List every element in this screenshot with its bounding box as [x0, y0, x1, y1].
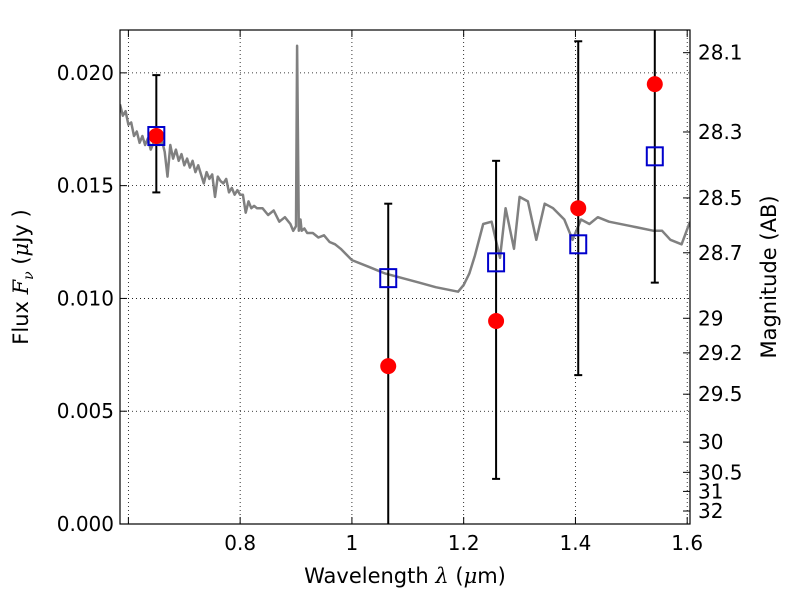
y2-tick-label: 29.5 [698, 382, 743, 406]
x-tick-label: 1.2 [448, 531, 480, 555]
model-spectrum-line [120, 44, 690, 293]
y2-tick-label: 31 [698, 479, 723, 503]
y2-tick-label: 30.5 [698, 460, 743, 484]
x-tick-label: 1.6 [671, 531, 703, 555]
x-tick-label: 1 [346, 531, 359, 555]
y-axis-label: Flux Fν (μJy ) [9, 209, 37, 344]
axes: 0.8 1 1.2 1.4 1.6 0.000 0.005 0.010 0.015 0.020 28… [57, 30, 743, 555]
observed-flux-point [488, 312, 505, 329]
observed-flux-point [148, 128, 165, 145]
y-tick-label: 0.010 [57, 286, 114, 310]
y2-tick-label: 28.7 [698, 241, 743, 265]
model-flux-square [487, 252, 506, 273]
observed-flux-point [570, 200, 587, 217]
data-layer [120, 30, 690, 524]
y2-axis-label: Magnitude (AB) [757, 195, 781, 358]
y2-tick-label: 28.5 [698, 186, 743, 210]
y2-tick-label: 30 [698, 430, 723, 454]
y2-tick-label: 29 [698, 306, 723, 330]
y-tick-label: 0.000 [57, 512, 114, 536]
model-flux-square [147, 126, 166, 147]
y2-tick-label: 28.3 [698, 120, 743, 144]
y-tick-label: 0.020 [57, 61, 114, 85]
y2-tick-label: 28.1 [698, 41, 743, 65]
plot-frame [119, 29, 691, 525]
x-axis-label: Wavelength λ (μm) [304, 564, 506, 588]
y2-tick-label: 29.2 [698, 341, 743, 365]
x-tick-label: 0.8 [224, 531, 256, 555]
y2-tick-label: 32 [698, 499, 723, 523]
model-flux-square [569, 234, 588, 255]
x-tick-label: 1.4 [560, 531, 592, 555]
observed-flux-point [646, 76, 663, 93]
y-tick-label: 0.005 [57, 399, 114, 423]
observed-flux-point [380, 358, 397, 375]
y-tick-label: 0.015 [57, 174, 114, 198]
model-flux-square [379, 268, 398, 289]
model-flux-square [645, 146, 664, 167]
